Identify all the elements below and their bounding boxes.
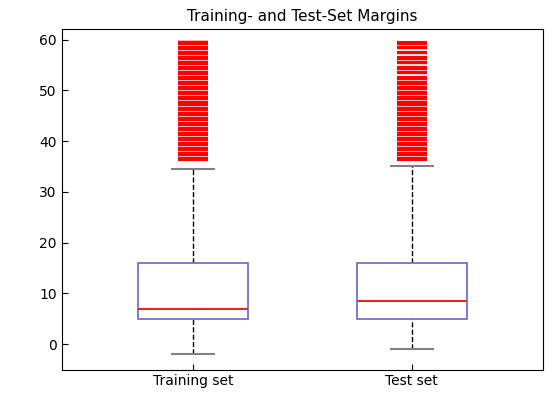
- Title: Training- and Test-Set Margins: Training- and Test-Set Margins: [187, 9, 418, 24]
- Bar: [138, 263, 248, 319]
- Bar: [357, 263, 466, 319]
- Bar: [178, 39, 208, 161]
- Bar: [396, 39, 427, 161]
